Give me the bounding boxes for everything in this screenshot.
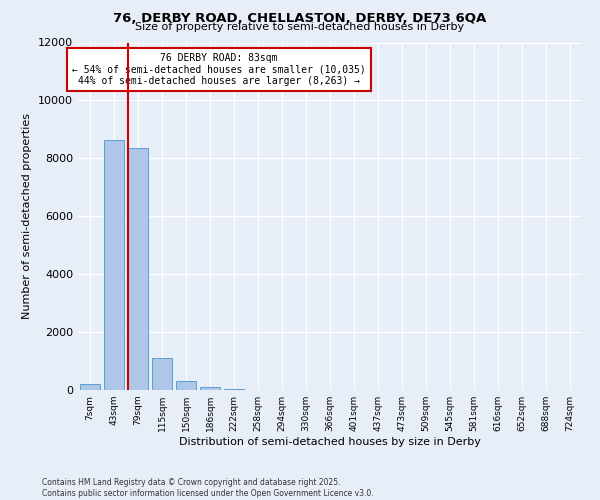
Text: Contains HM Land Registry data © Crown copyright and database right 2025.
Contai: Contains HM Land Registry data © Crown c… xyxy=(42,478,374,498)
Bar xyxy=(104,140,124,390)
Bar xyxy=(200,387,220,390)
Text: 76 DERBY ROAD: 83sqm
← 54% of semi-detached houses are smaller (10,035)
44% of s: 76 DERBY ROAD: 83sqm ← 54% of semi-detac… xyxy=(72,53,366,86)
Bar xyxy=(224,388,244,390)
Bar xyxy=(80,384,100,390)
Y-axis label: Number of semi-detached properties: Number of semi-detached properties xyxy=(22,114,32,320)
Text: Size of property relative to semi-detached houses in Derby: Size of property relative to semi-detach… xyxy=(136,22,464,32)
X-axis label: Distribution of semi-detached houses by size in Derby: Distribution of semi-detached houses by … xyxy=(179,437,481,447)
Bar xyxy=(152,358,172,390)
Bar xyxy=(128,148,148,390)
Bar xyxy=(176,382,196,390)
Text: 76, DERBY ROAD, CHELLASTON, DERBY, DE73 6QA: 76, DERBY ROAD, CHELLASTON, DERBY, DE73 … xyxy=(113,12,487,26)
